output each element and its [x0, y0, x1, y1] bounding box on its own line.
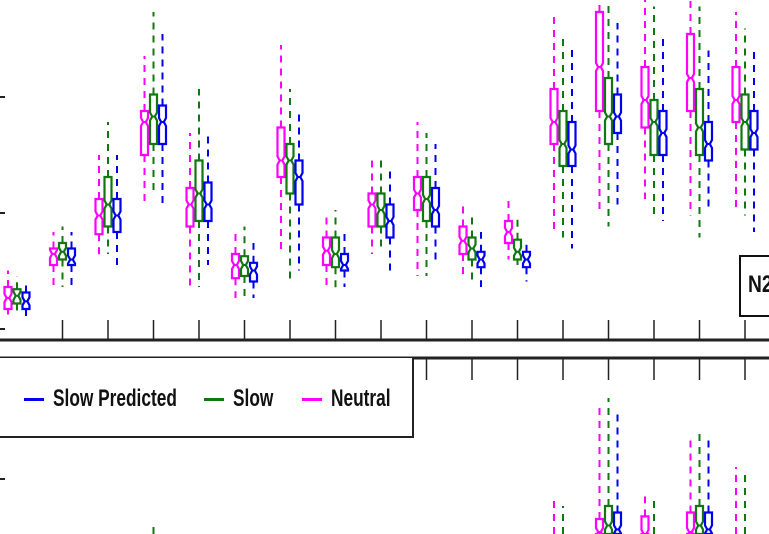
top-box-neutral: [276, 126, 286, 179]
legend-item-neutral: Neutral: [302, 385, 414, 413]
top-panel: [0, 0, 769, 342]
top-box-neutral: [731, 65, 741, 124]
top-box-slow: [12, 288, 22, 305]
legend-item-slow: Slow: [204, 385, 289, 413]
top-box-neutral: [3, 285, 13, 311]
top-box-slow: [285, 142, 295, 195]
top-box-neutral: [549, 87, 559, 146]
top-box-neutral: [594, 10, 605, 113]
top-box-slow: [740, 93, 750, 151]
top-box-slow-predicted: [567, 120, 577, 168]
top-box-slow: [512, 238, 523, 261]
top-box-slow-predicted: [21, 291, 31, 311]
legend-label-neutral: Neutral: [331, 385, 391, 412]
top-box-slow-predicted: [749, 109, 759, 151]
top-box-neutral: [230, 252, 241, 280]
top-box-slow: [421, 175, 432, 223]
top-box-slow: [694, 87, 705, 157]
bottom-box-slow-predicted: [703, 511, 714, 534]
top-box-slow-predicted: [521, 250, 532, 269]
top-box-slow: [603, 76, 614, 146]
top-box-neutral: [185, 186, 195, 228]
top-box-slow: [376, 192, 386, 228]
top-box-neutral: [321, 236, 332, 267]
top-box-slow-predicted: [157, 104, 168, 146]
top-box-neutral: [139, 109, 150, 157]
top-box-slow-predicted: [430, 186, 441, 228]
panel-label: N2: [748, 271, 769, 298]
top-box-neutral: [412, 175, 423, 212]
top-box-slow: [649, 98, 659, 157]
top-box-neutral: [458, 225, 468, 256]
top-box-slow: [330, 236, 341, 269]
legend-item-slow-predicted: Slow Predicted: [24, 385, 225, 413]
bottom-box-slow: [694, 504, 705, 534]
top-box-slow: [148, 93, 159, 146]
top-box-slow-predicted: [294, 159, 304, 206]
legend-label-slow: Slow: [233, 385, 274, 412]
top-box-slow-predicted: [66, 247, 77, 267]
top-box-slow-predicted: [248, 261, 259, 283]
legend-swatch-slow-predicted: [24, 397, 44, 401]
top-box-slow-predicted: [339, 252, 350, 272]
bottom-box-slow-predicted: [612, 511, 623, 534]
top-box-slow-predicted: [112, 197, 122, 234]
top-box-neutral: [94, 197, 104, 236]
top-box-slow-predicted: [203, 181, 213, 223]
top-box-neutral: [367, 192, 377, 228]
top-box-slow-predicted: [476, 250, 486, 269]
top-box-neutral: [685, 32, 696, 113]
top-box-slow-predicted: [612, 93, 623, 135]
top-box-neutral: [640, 65, 650, 129]
top-box-slow: [194, 159, 204, 223]
legend-swatch-slow: [204, 397, 224, 401]
panel-label-box: N2: [739, 255, 769, 317]
top-box-slow: [239, 255, 250, 278]
top-box-neutral: [503, 219, 514, 245]
top-box-slow-predicted: [703, 120, 714, 162]
top-box-slow: [558, 109, 568, 168]
top-box-slow-predicted: [385, 203, 395, 239]
top-box-slow-predicted: [658, 109, 668, 157]
top-box-slow: [103, 175, 113, 228]
top-box-slow: [467, 236, 477, 261]
bottom-box-neutral: [640, 515, 650, 534]
top-box-neutral: [48, 247, 59, 267]
legend-swatch-neutral: [302, 397, 322, 401]
bottom-box-slow: [603, 504, 614, 534]
bottom-box-neutral: [594, 517, 605, 534]
legend: Slow Predicted Slow Neutral: [0, 358, 414, 438]
bottom-box-neutral: [685, 511, 696, 534]
legend-label-slow-predicted: Slow Predicted: [53, 385, 177, 412]
top-box-slow: [57, 241, 68, 261]
